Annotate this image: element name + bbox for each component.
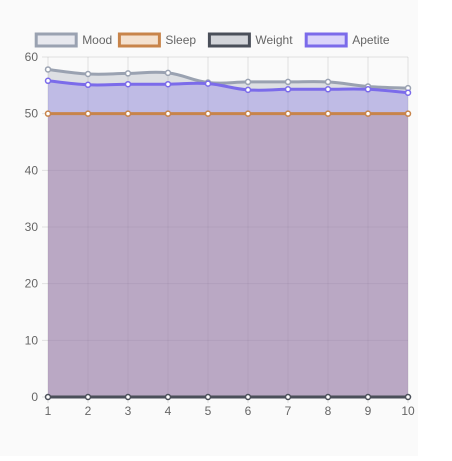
- point-weight: [244, 393, 252, 401]
- y-tick-label: 10: [25, 333, 39, 347]
- x-tick-label: 5: [205, 404, 212, 418]
- legend-swatch: [207, 32, 251, 48]
- legend-item-weight: Weight: [207, 32, 293, 48]
- point-sleep: [364, 110, 372, 117]
- series-areas: [48, 69, 408, 398]
- x-tick-label: 10: [401, 404, 415, 418]
- x-tick-label: 1: [45, 404, 52, 418]
- point-weight: [164, 393, 172, 401]
- x-tick-label: 6: [245, 404, 252, 418]
- line-mood: [47, 67, 409, 90]
- legend-item-sleep: Sleep: [117, 32, 196, 48]
- point-weight: [204, 393, 212, 401]
- point-sleep: [124, 110, 132, 117]
- point-mood: [244, 78, 252, 86]
- point-sleep: [324, 110, 332, 117]
- y-tick-label: 20: [25, 277, 39, 291]
- chart-container: 0 10 20 30 40 50 60 1 2 3 4 5 6 7 8 9 10 Mood Sleep Weigh…: [24, 32, 415, 418]
- point-weight: [44, 393, 52, 401]
- point-weight: [324, 393, 332, 401]
- point-apetite: [364, 86, 372, 93]
- point-mood: [84, 70, 92, 78]
- point-mood: [124, 70, 132, 77]
- area-apetite: [48, 80, 408, 398]
- legend-label: Sleep: [165, 33, 196, 47]
- point-weight: [284, 393, 292, 401]
- point-apetite: [84, 81, 92, 89]
- point-apetite: [244, 86, 252, 94]
- x-tick-label: 9: [365, 404, 372, 418]
- y-tick-label: 60: [25, 50, 39, 64]
- legend-label: Apetite: [352, 33, 390, 47]
- point-sleep: [204, 110, 212, 117]
- point-mood: [284, 78, 292, 86]
- point-sleep: [284, 110, 292, 117]
- point-mood: [44, 66, 52, 73]
- y-tick-label: 0: [31, 390, 38, 404]
- x-tick-label: 3: [125, 404, 132, 418]
- y-tick-label: 30: [25, 220, 39, 234]
- series-lines: [47, 67, 409, 399]
- legend-item-apetite: Apetite: [304, 32, 390, 48]
- line-apetite: [47, 79, 409, 95]
- legend-label: Weight: [255, 33, 293, 47]
- point-sleep: [164, 110, 172, 117]
- point-apetite: [44, 77, 52, 85]
- area-sleep: [48, 113, 408, 398]
- y-tick-label: 50: [25, 107, 39, 121]
- point-mood: [324, 78, 332, 86]
- point-weight: [404, 393, 412, 401]
- point-apetite: [164, 80, 172, 88]
- legend-swatch: [304, 32, 348, 48]
- point-apetite: [324, 86, 332, 93]
- legend: Mood Sleep Weight Apetite: [34, 32, 390, 48]
- x-tick-label: 4: [165, 404, 172, 418]
- point-weight: [124, 393, 132, 401]
- x-axis: 1 2 3 4 5 6 7 8 9 10: [45, 404, 415, 418]
- point-apetite: [204, 80, 212, 87]
- point-weight: [364, 393, 372, 401]
- legend-swatch: [117, 32, 161, 48]
- area-mood: [48, 69, 408, 397]
- legend-label: Mood: [82, 33, 112, 47]
- point-sleep: [404, 110, 412, 117]
- legend-item-mood: Mood: [34, 32, 112, 48]
- y-axis: 0 10 20 30 40 50 60: [25, 50, 39, 404]
- area-chart: 0 10 20 30 40 50 60 1 2 3 4 5 6 7 8 9 10 Mood Sleep Weigh…: [25, 32, 415, 418]
- legend-swatch: [34, 32, 78, 48]
- x-tick-label: 7: [285, 404, 292, 418]
- series-points: [44, 66, 412, 401]
- point-apetite: [404, 89, 412, 96]
- point-mood: [164, 69, 172, 77]
- point-apetite: [284, 86, 292, 93]
- point-sleep: [244, 110, 252, 117]
- x-tick-label: 8: [325, 404, 332, 418]
- point-sleep: [84, 110, 92, 117]
- point-sleep: [44, 110, 52, 117]
- point-apetite: [124, 80, 132, 88]
- y-tick-label: 40: [25, 163, 39, 177]
- point-weight: [84, 393, 92, 401]
- x-tick-label: 2: [85, 404, 92, 418]
